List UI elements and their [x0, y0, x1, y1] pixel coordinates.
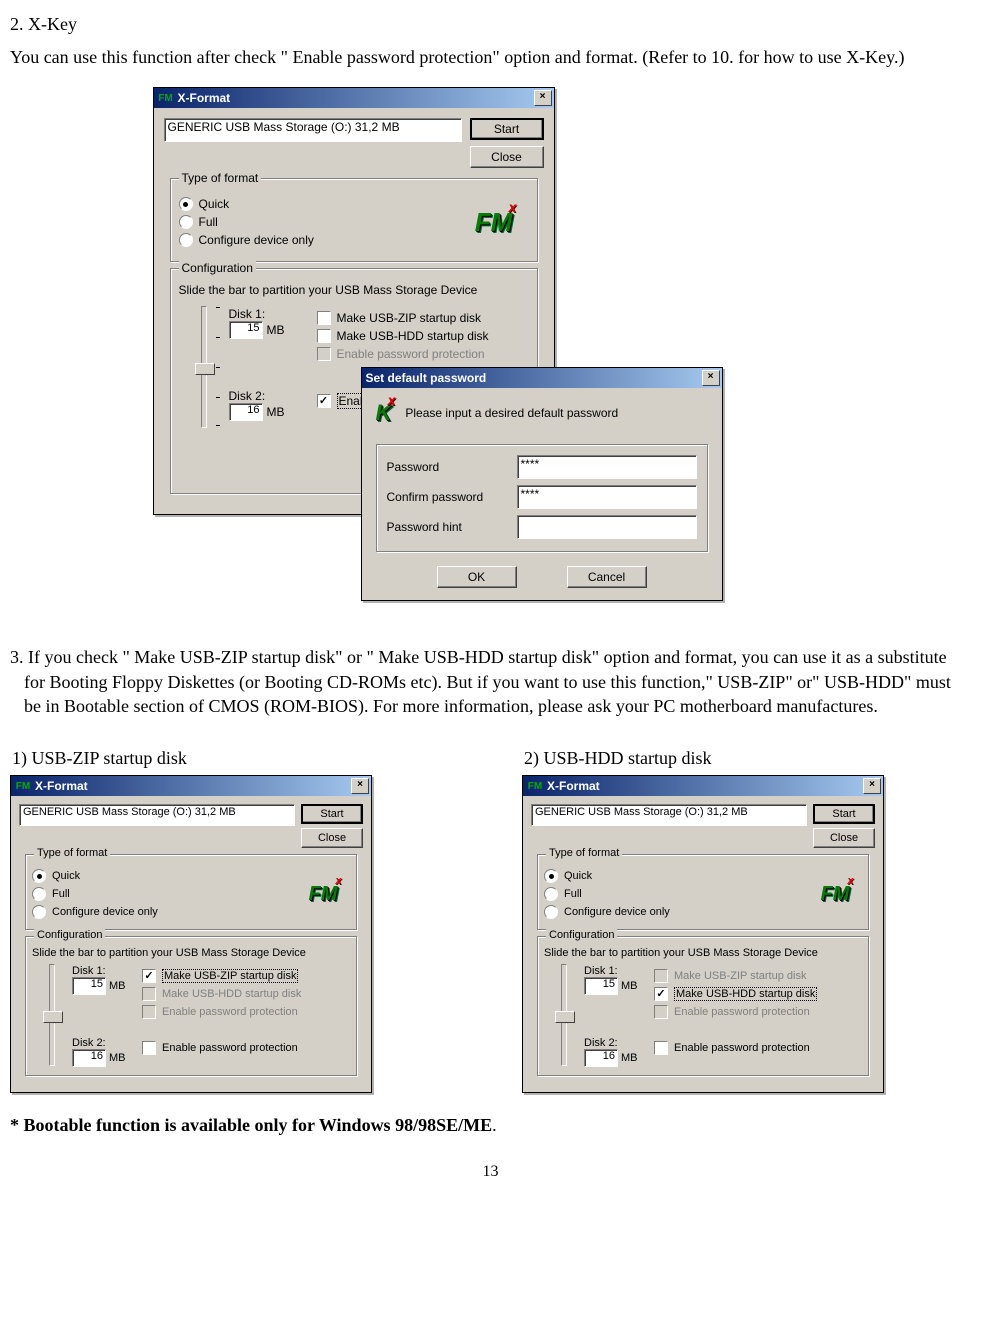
partition-slider[interactable]	[552, 965, 576, 1065]
cancel-button[interactable]: Cancel	[567, 566, 647, 588]
disk1-value[interactable]: 15	[584, 977, 618, 995]
input-password[interactable]: ****	[517, 455, 697, 479]
paragraph-item3: 3. If you check " Make USB-ZIP startup d…	[10, 645, 971, 718]
disk2-value[interactable]: 16	[584, 1049, 618, 1067]
check-pw-disk1: Enable password protection	[654, 1005, 862, 1019]
check-pw-disk2[interactable]: Enable password protection	[654, 1041, 862, 1055]
check-hdd[interactable]: Make USB-HDD startup disk	[317, 329, 529, 343]
check-zip[interactable]: Make USB-ZIP startup disk	[317, 311, 529, 325]
titlebar-xformat[interactable]: FM X-Format ×	[154, 88, 554, 108]
drive-field-hdd: GENERIC USB Mass Storage (O:) 31,2 MB	[531, 804, 807, 826]
close-button[interactable]: Close	[301, 828, 363, 848]
partition-slider[interactable]	[40, 965, 64, 1065]
disk1-mb: MB	[267, 323, 285, 337]
title-password: Set default password	[366, 371, 702, 385]
group-type-hdd: Type of format Quick Full Configure devi…	[537, 854, 869, 930]
two-column-figures: 1) USB-ZIP startup disk FM X-Format × GE…	[10, 736, 971, 1093]
radio-configure[interactable]: Configure device only	[544, 905, 808, 919]
disk2-value[interactable]: 16	[72, 1049, 106, 1067]
fm-logo: x FM	[309, 883, 338, 906]
group-config-title: Configuration	[179, 261, 256, 275]
password-message: Please input a desired default password	[405, 406, 618, 420]
heading-hdd: 2) USB-HDD startup disk	[524, 748, 884, 769]
dialog-password: Set default password × x K Please input …	[361, 367, 723, 601]
radio-configure[interactable]: Configure device only	[179, 233, 459, 247]
close-button[interactable]: Close	[813, 828, 875, 848]
start-button[interactable]: Start	[301, 804, 363, 824]
group-config-hdd: Configuration Slide the bar to partition…	[537, 936, 869, 1076]
close-icon[interactable]: ×	[863, 778, 881, 794]
dialog-xformat-hdd: FM X-Format × GENERIC USB Mass Storage (…	[522, 775, 884, 1093]
check-hdd: Make USB-HDD startup disk	[142, 987, 350, 1001]
k-logo: x K	[376, 400, 392, 426]
close-icon[interactable]: ×	[534, 90, 552, 106]
heading-xkey: 2. X-Key	[10, 14, 971, 35]
titlebar-xformat-zip[interactable]: FM X-Format ×	[11, 776, 371, 796]
close-button[interactable]: Close	[470, 146, 544, 168]
figure-main: FM X-Format × GENERIC USB Mass Storage (…	[10, 87, 971, 617]
check-pw-disk1: Enable password protection	[142, 1005, 350, 1019]
check-pw-disk2[interactable]: Enable password protection	[142, 1041, 350, 1055]
close-icon[interactable]: ×	[351, 778, 369, 794]
radio-configure[interactable]: Configure device only	[32, 905, 296, 919]
drive-field-zip: GENERIC USB Mass Storage (O:) 31,2 MB	[19, 804, 295, 826]
disk2-label: Disk 2:	[229, 389, 309, 403]
partition-slider[interactable]	[192, 307, 216, 427]
titlebar-xformat-hdd[interactable]: FM X-Format ×	[523, 776, 883, 796]
config-help: Slide the bar to partition your USB Mass…	[179, 283, 529, 297]
radio-quick[interactable]: Quick	[544, 869, 808, 883]
note-bootable: * Bootable function is available only fo…	[10, 1113, 971, 1137]
disk1-value[interactable]: 15	[229, 321, 263, 339]
column-hdd: 2) USB-HDD startup disk FM X-Format × GE…	[522, 736, 884, 1093]
titlebar-password[interactable]: Set default password ×	[362, 368, 722, 388]
radio-quick[interactable]: Quick	[179, 197, 459, 211]
close-icon[interactable]: ×	[702, 370, 720, 386]
group-password-fields: Password **** Confirm password **** Pass…	[376, 444, 708, 552]
label-password: Password	[387, 460, 517, 474]
check-hdd[interactable]: Make USB-HDD startup disk	[654, 987, 862, 1001]
check-zip[interactable]: Make USB-ZIP startup disk	[142, 969, 350, 983]
start-button[interactable]: Start	[470, 118, 544, 140]
label-hint: Password hint	[387, 520, 517, 534]
ok-button[interactable]: OK	[437, 566, 517, 588]
title-xformat: X-Format	[178, 91, 534, 105]
column-zip: 1) USB-ZIP startup disk FM X-Format × GE…	[10, 736, 372, 1093]
disk1-value[interactable]: 15	[72, 977, 106, 995]
fm-icon: FM	[158, 91, 174, 105]
input-hint[interactable]	[517, 515, 697, 539]
fm-icon: FM	[15, 779, 31, 793]
group-type-title: Type of format	[179, 171, 262, 185]
group-config-zip: Configuration Slide the bar to partition…	[25, 936, 357, 1076]
fm-logo: x FM	[821, 883, 850, 906]
heading-zip: 1) USB-ZIP startup disk	[12, 748, 372, 769]
disk1-label: Disk 1:	[229, 307, 309, 321]
start-button[interactable]: Start	[813, 804, 875, 824]
radio-full[interactable]: Full	[544, 887, 808, 901]
title-zip: X-Format	[35, 779, 351, 793]
radio-full[interactable]: Full	[32, 887, 296, 901]
disk2-mb: MB	[267, 405, 285, 419]
input-confirm[interactable]: ****	[517, 485, 697, 509]
disk2-value[interactable]: 16	[229, 403, 263, 421]
label-confirm: Confirm password	[387, 490, 517, 504]
group-type-zip: Type of format Quick Full Configure devi…	[25, 854, 357, 930]
paragraph-xkey: You can use this function after check " …	[10, 45, 971, 69]
group-type: Type of format Quick Full Configure devi…	[170, 178, 538, 262]
drive-field: GENERIC USB Mass Storage (O:) 31,2 MB	[164, 118, 462, 142]
radio-full[interactable]: Full	[179, 215, 459, 229]
title-hdd: X-Format	[547, 779, 863, 793]
fm-icon: FM	[527, 779, 543, 793]
check-zip: Make USB-ZIP startup disk	[654, 969, 862, 983]
page-number: 13	[10, 1163, 971, 1181]
fm-logo: x FM	[475, 207, 513, 238]
check-pw-disk1: Enable password protection	[317, 347, 529, 361]
radio-quick[interactable]: Quick	[32, 869, 296, 883]
dialog-xformat-zip: FM X-Format × GENERIC USB Mass Storage (…	[10, 775, 372, 1093]
